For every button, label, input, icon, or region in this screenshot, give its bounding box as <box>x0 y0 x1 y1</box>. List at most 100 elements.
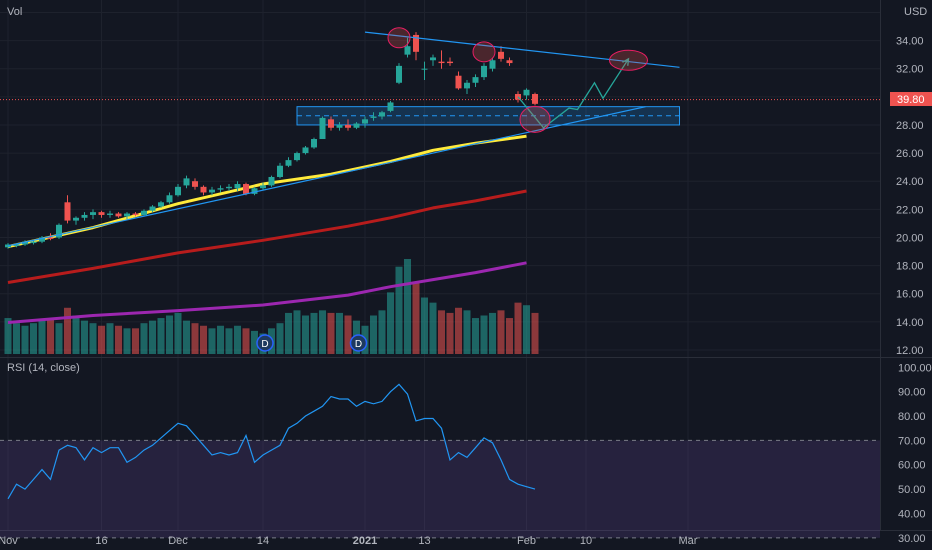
rsi-line <box>7 383 536 500</box>
time-tick-label: Feb <box>517 535 536 547</box>
volume-bar <box>149 320 156 354</box>
last-price-label: 39.80 <box>897 94 925 106</box>
price-tick-label: 24.00 <box>896 176 924 188</box>
volume-bar <box>506 318 513 354</box>
candle-body <box>464 82 470 89</box>
candles[interactable] <box>5 32 538 249</box>
candle-body <box>336 124 343 128</box>
vol-label: Vol <box>7 6 22 18</box>
volume-bar <box>21 325 29 354</box>
candle-body <box>447 61 453 64</box>
candle-body <box>166 195 173 203</box>
moving-average-line <box>7 189 527 284</box>
candle-body <box>362 119 368 124</box>
volume-bar <box>404 259 411 354</box>
candle-body <box>268 176 275 186</box>
grid <box>0 0 932 531</box>
candle-body <box>404 46 411 55</box>
candle-body <box>22 241 28 245</box>
candle-body <box>107 213 113 215</box>
candle-body <box>379 112 385 117</box>
rsi-tick-label: 60.00 <box>898 460 926 472</box>
volume-bar <box>106 323 114 354</box>
candle-body <box>438 61 445 64</box>
time-tick-label: 2021 <box>353 535 377 547</box>
candle-body <box>319 117 326 140</box>
volume-bar <box>72 315 80 354</box>
currency-badge[interactable] <box>896 3 928 19</box>
candle-body <box>39 237 45 242</box>
rsi-tick-label: 80.00 <box>898 411 926 423</box>
projection-arrowhead <box>622 57 630 66</box>
volume-bar <box>225 328 233 354</box>
dividend-marker <box>256 334 274 352</box>
currency-label: USD <box>904 6 927 18</box>
volume-bar <box>344 315 352 354</box>
candle-body <box>396 65 402 83</box>
rsi-label: RSI (14, close) <box>7 362 80 374</box>
dividend-marker-label: D <box>261 339 268 350</box>
volume-bar <box>429 302 437 354</box>
candle-body <box>277 165 283 177</box>
candle-body <box>345 124 351 128</box>
volume-bar <box>336 312 343 354</box>
volume-bar <box>514 302 522 354</box>
candle-body <box>200 186 207 193</box>
volume-bar <box>200 325 207 354</box>
candle-body <box>302 147 309 154</box>
candle-body <box>115 213 122 217</box>
moving-averages <box>7 134 527 324</box>
volume-bar <box>319 310 326 354</box>
candle-body <box>523 89 530 96</box>
projection-path <box>517 58 630 129</box>
volume-bar <box>310 312 318 354</box>
candle-body <box>498 51 504 59</box>
volume-bar <box>327 312 335 354</box>
candle-body <box>353 123 360 128</box>
time-tick-label: 10 <box>580 535 592 547</box>
candle-body <box>158 202 164 207</box>
candle-body <box>56 224 62 238</box>
volume-bar <box>64 307 71 354</box>
candle-body <box>532 94 538 104</box>
volume-bar <box>412 282 420 354</box>
support-trendline <box>7 106 646 247</box>
volume-bar <box>472 318 479 354</box>
time-tick-label: 16 <box>95 535 107 547</box>
annotation-layer-back <box>296 106 680 126</box>
rsi-tick-label: 70.00 <box>898 435 926 447</box>
last-price-tag <box>890 92 932 106</box>
volume-bar <box>489 312 496 354</box>
volume-bar <box>174 312 182 354</box>
time-tick-label: 14 <box>257 535 269 547</box>
volume-bar <box>438 310 445 354</box>
price-tick-label: 14.00 <box>896 317 924 329</box>
candle-body <box>73 217 79 221</box>
candle-body <box>311 139 317 148</box>
volume-bar <box>30 323 37 354</box>
candle-body <box>234 184 241 189</box>
candle-body <box>226 186 232 189</box>
price-tick-label: 12.00 <box>896 345 924 357</box>
highlight-circle <box>609 49 648 71</box>
volume-bar <box>463 310 471 354</box>
candle-body <box>149 206 156 211</box>
candle-body <box>370 116 377 118</box>
candle-body <box>90 212 96 215</box>
price-tick-label: 16.00 <box>896 289 924 301</box>
volume-bar <box>13 323 20 354</box>
volume-bar <box>251 330 258 354</box>
time-tick-label: Mar <box>679 535 698 547</box>
highlight-circle <box>387 27 411 49</box>
highlight-circle <box>472 41 496 63</box>
volume-bar <box>395 266 403 354</box>
candle-body <box>124 213 130 217</box>
moving-average-line <box>7 261 527 324</box>
volume-bars <box>4 259 539 354</box>
price-tick-label: 28.00 <box>896 120 924 132</box>
candle-body <box>285 160 292 166</box>
volume-bar <box>276 323 284 354</box>
candle-body <box>489 60 496 69</box>
highlight-circle <box>519 105 551 133</box>
